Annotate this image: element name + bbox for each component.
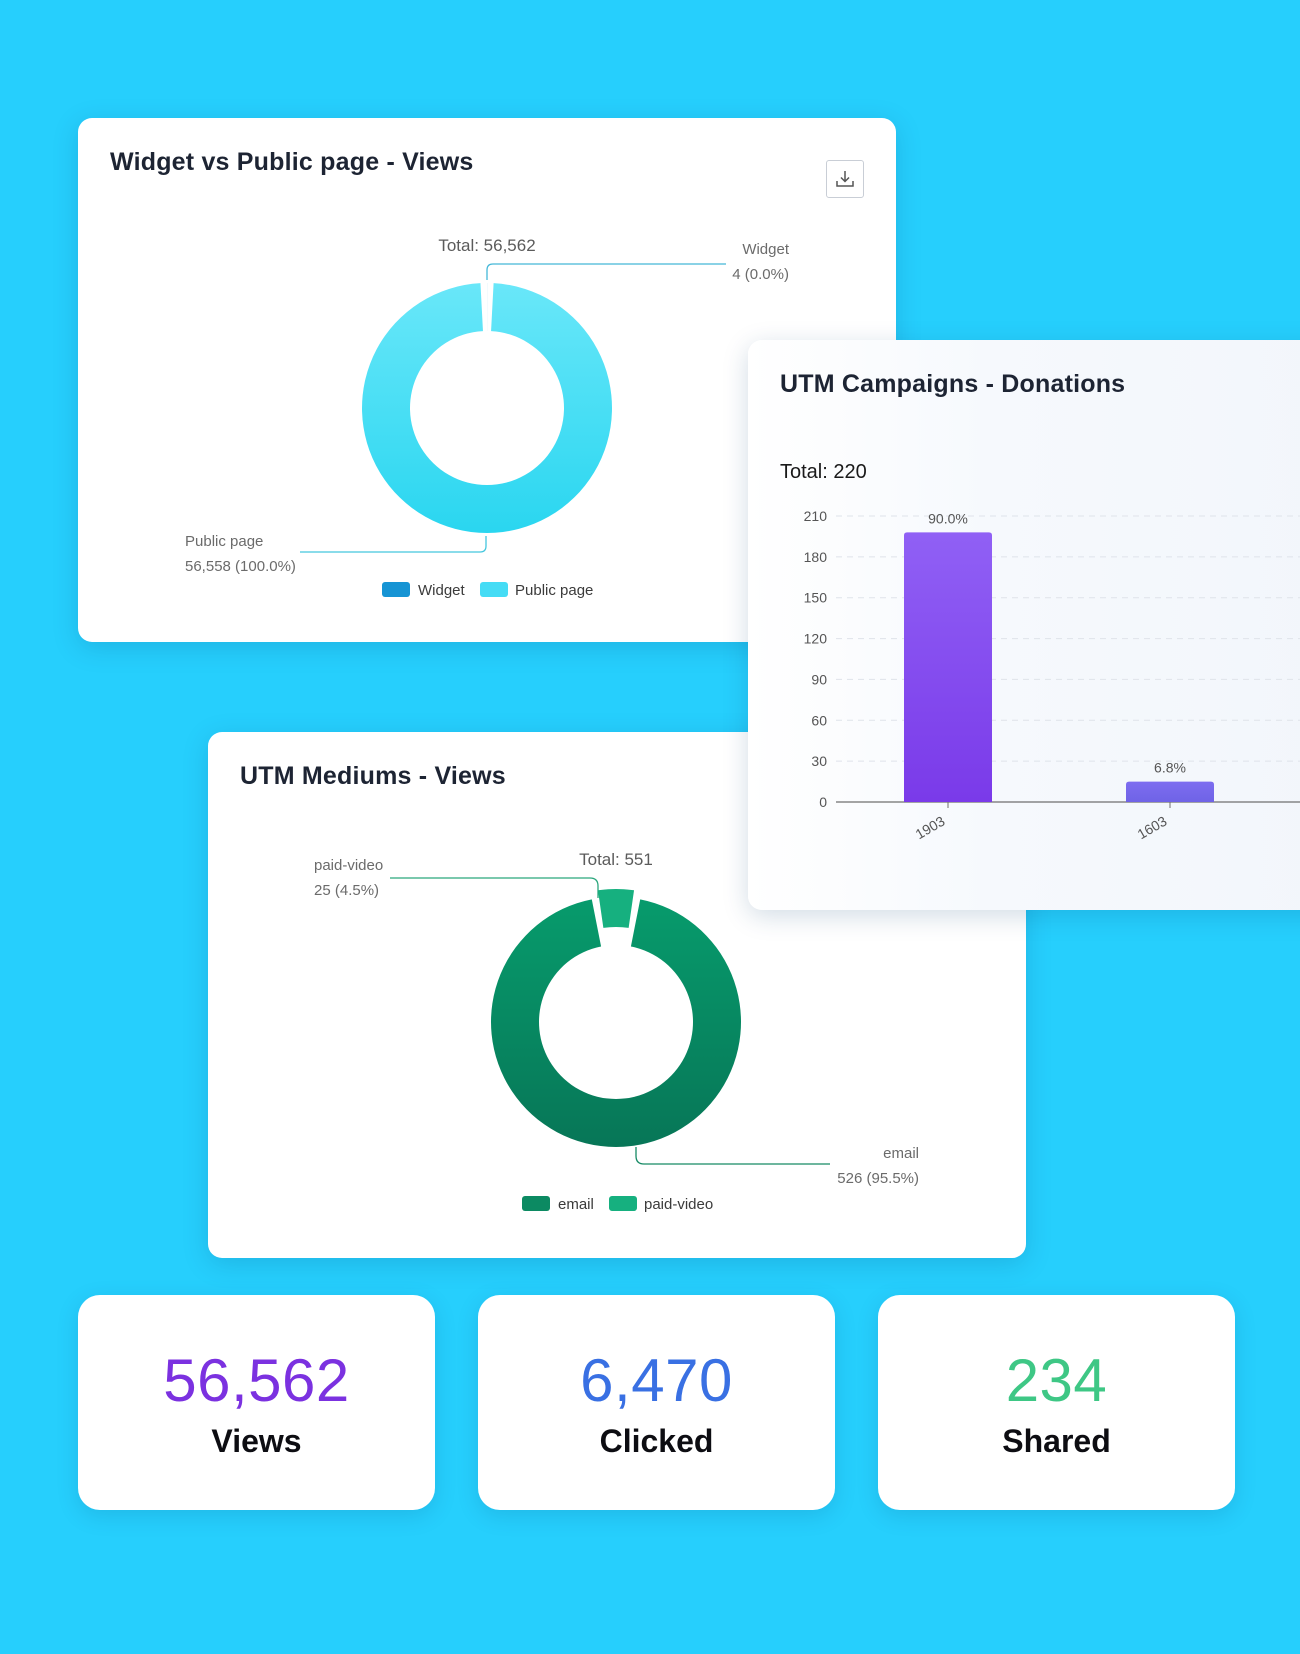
x-category-label: 1903 (913, 813, 948, 843)
mediums-total-label: Total: 551 (579, 850, 653, 869)
y-tick-label: 30 (811, 753, 827, 769)
paid-video-slice-label: paid-video (314, 857, 383, 874)
stat-card-clicked: 6,470 Clicked (478, 1295, 835, 1510)
public-page-slice-sublabel: 56,558 (100.0%) (185, 558, 296, 575)
bar-1603[interactable] (1126, 781, 1214, 802)
stat-value-shared: 234 (1005, 1347, 1108, 1414)
y-tick-label: 120 (804, 631, 828, 647)
widget-slice-label: Widget (742, 241, 790, 258)
x-category-label: 1603 (1135, 813, 1170, 843)
stat-label-shared: Shared (1002, 1423, 1111, 1459)
campaigns-card-title: UTM Campaigns - Donations (780, 370, 1126, 398)
stat-card-shared: 234 Shared (878, 1295, 1235, 1510)
download-icon (836, 171, 854, 187)
widget-total-label: Total: 56,562 (438, 236, 535, 255)
y-tick-label: 210 (804, 508, 828, 524)
public-page-slice-label: Public page (185, 533, 263, 550)
widget-leader-line (486, 263, 726, 280)
legend-label-public-page[interactable]: Public page (515, 582, 593, 599)
legend-label-paid-video[interactable]: paid-video (644, 1196, 713, 1213)
y-tick-label: 90 (811, 671, 827, 687)
stat-label-clicked: Clicked (599, 1423, 714, 1459)
campaigns-total-label: Total: 220 (780, 461, 867, 483)
y-tick-label: 60 (811, 712, 827, 728)
paid-video-slice[interactable] (597, 889, 635, 928)
stat-value-views: 56,562 (163, 1347, 350, 1414)
bar-data-label: 6.8% (1154, 760, 1186, 776)
paid-video-leader-line (390, 877, 599, 898)
legend-label-email[interactable]: email (558, 1196, 594, 1213)
legend-swatch-public-page[interactable] (480, 582, 508, 597)
legend-swatch-paid-video[interactable] (609, 1196, 637, 1211)
mediums-card-title: UTM Mediums - Views (240, 762, 506, 790)
mediums-donut-chart: Total: 551 paid-video 25 (4.5%) email 52… (314, 850, 919, 1213)
widget-donut-chart: Total: 56,562 Widget 4 (0.0%) Public pag… (185, 236, 790, 599)
bar-data-label: 90.0% (928, 510, 968, 526)
stat-value-clicked: 6,470 (580, 1347, 733, 1414)
y-tick-label: 180 (804, 549, 828, 565)
paid-video-slice-sublabel: 25 (4.5%) (314, 882, 379, 899)
legend-label-widget[interactable]: Widget (418, 582, 466, 599)
stat-label-views: Views (211, 1423, 302, 1459)
utm-mediums-card: UTM Mediums - Views Total: 551 paid-vide… (208, 732, 1026, 1258)
email-slice-label: email (883, 1145, 919, 1162)
download-button[interactable] (826, 160, 864, 198)
public-page-slice[interactable] (362, 283, 613, 533)
y-tick-label: 0 (819, 794, 827, 810)
legend-swatch-email[interactable] (522, 1196, 550, 1211)
widget-card-title: Widget vs Public page - Views (110, 148, 474, 176)
campaigns-bar-chart: Total: 220 0 30 60 90 120 150 180 210 90.0% 1903… (780, 461, 1300, 843)
public-page-leader-line (300, 536, 487, 553)
bar-1903[interactable] (904, 532, 992, 802)
email-slice[interactable] (490, 899, 741, 1147)
email-leader-line (635, 1147, 830, 1165)
widget-slice-sublabel: 4 (0.0%) (732, 266, 789, 283)
email-slice-sublabel: 526 (95.5%) (837, 1170, 919, 1187)
legend-swatch-widget[interactable] (382, 582, 410, 597)
utm-campaigns-card: UTM Campaigns - Donations Total: 220 0 30… (748, 340, 1300, 910)
stat-card-views: 56,562 Views (78, 1295, 435, 1510)
y-tick-label: 150 (804, 590, 828, 606)
